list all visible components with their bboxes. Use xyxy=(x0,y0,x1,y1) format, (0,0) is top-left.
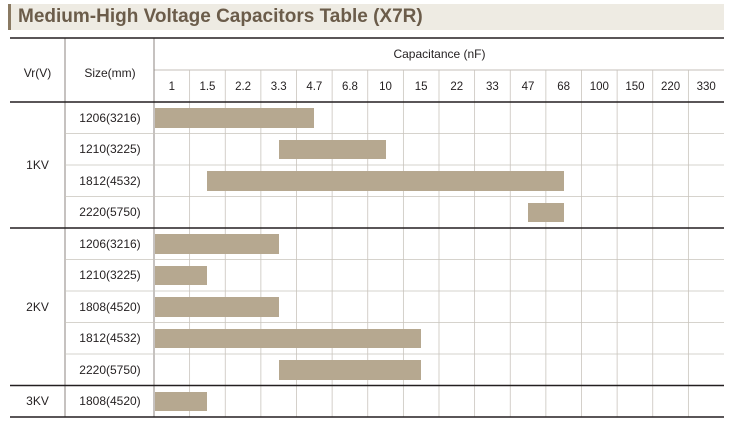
size-label: 2220(5750) xyxy=(79,205,141,220)
capacitance-range-bar xyxy=(155,391,208,411)
tick-label: 10 xyxy=(379,81,392,93)
voltage-label: 2KV xyxy=(26,299,49,314)
capacitance-range-bar xyxy=(155,328,422,348)
voltage-header: Vr(V) xyxy=(23,66,52,80)
size-label: 1210(3225) xyxy=(79,268,141,283)
tick-label: 1.5 xyxy=(199,81,216,93)
capacitance-range-bar xyxy=(278,360,422,380)
tick-label: 15 xyxy=(414,81,428,93)
tick-label: 100 xyxy=(589,81,609,93)
tick-label: 33 xyxy=(486,81,499,93)
size-label: 2220(5750) xyxy=(79,362,141,377)
size-label: 1812(4532) xyxy=(79,173,141,188)
capacitance-range-bar xyxy=(155,234,279,254)
tick-label: 68 xyxy=(557,81,571,93)
capacitance-range-bar xyxy=(207,171,564,191)
tick-label: 3.3 xyxy=(270,81,287,93)
title-bar: Medium-High Voltage Capacitors Table (X7… xyxy=(8,4,724,30)
capacitance-range-bar xyxy=(528,202,564,222)
tick-label: 22 xyxy=(450,81,464,93)
size-label: 1812(4532) xyxy=(79,331,141,346)
capacitance-range-bar xyxy=(278,139,386,159)
voltage-label: 1KV xyxy=(26,158,49,172)
size-label: 1206(3216) xyxy=(79,236,141,251)
capacitance-header: Capacitance (nF) xyxy=(393,47,486,61)
tick-label: 220 xyxy=(660,81,681,93)
size-header: Size(mm) xyxy=(84,66,136,80)
tick-label: 47 xyxy=(521,81,535,93)
tick-label: 1 xyxy=(168,81,176,93)
size-label: 1206(3216) xyxy=(79,110,141,125)
title-accent xyxy=(8,4,11,30)
page-title: Medium-High Voltage Capacitors Table (X7… xyxy=(18,6,423,27)
capacitance-range-bar xyxy=(155,108,315,128)
tick-label: 4.7 xyxy=(306,81,323,93)
capacitance-range-bar xyxy=(155,297,279,317)
voltage-label: 3KV xyxy=(26,394,49,409)
capacitance-range-bar xyxy=(155,265,208,285)
size-label: 1808(4520) xyxy=(79,299,141,314)
size-label: 1808(4520) xyxy=(79,394,141,409)
tick-label: 150 xyxy=(625,81,645,93)
tick-label: 2.2 xyxy=(235,81,252,93)
tick-label: 330 xyxy=(696,81,716,93)
tick-label: 6.8 xyxy=(341,81,358,93)
size-label: 1210(3225) xyxy=(79,142,141,157)
